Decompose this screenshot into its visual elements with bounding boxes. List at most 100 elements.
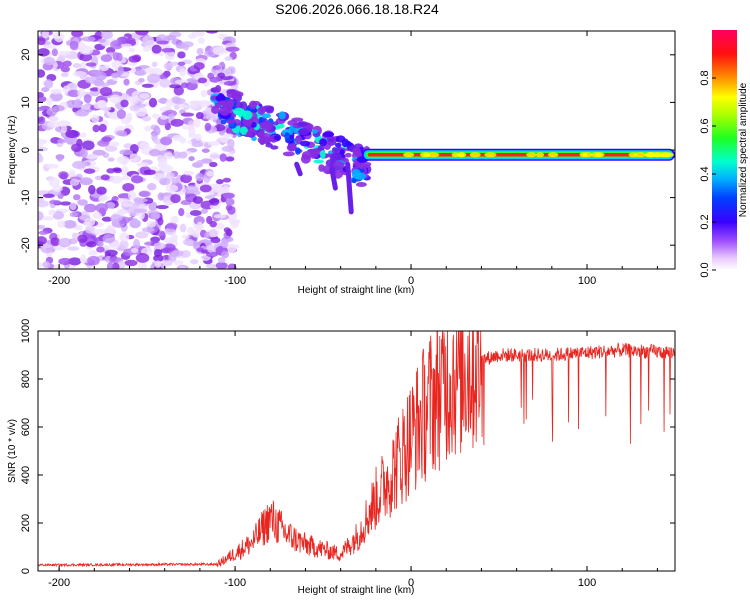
signal-blob — [290, 143, 297, 151]
noise-blob — [81, 36, 96, 42]
noise-blob — [210, 237, 221, 244]
noise-blob — [117, 198, 130, 203]
noise-blob — [38, 142, 44, 148]
noise-blob — [166, 222, 178, 230]
signal-blob — [296, 121, 309, 127]
noise-blob — [220, 250, 230, 259]
noise-blob — [214, 222, 225, 230]
noise-blob — [157, 217, 164, 226]
carrier-hotspot — [426, 152, 440, 158]
signal-blob — [334, 142, 342, 148]
noise-blob — [177, 51, 186, 59]
noise-blob — [214, 124, 226, 132]
noise-blob — [72, 194, 81, 201]
signal-blob — [256, 131, 265, 138]
noise-blob — [120, 43, 132, 48]
noise-blob — [116, 109, 126, 120]
noise-blob — [79, 177, 93, 186]
noise-blob — [138, 77, 145, 83]
signal-streak — [329, 166, 338, 191]
noise-blob — [148, 97, 158, 108]
noise-blob — [49, 92, 63, 102]
noise-blob — [171, 177, 178, 185]
noise-blob — [56, 154, 63, 162]
noise-blob — [133, 197, 143, 204]
y-tick-label: 600 — [20, 418, 32, 436]
noise-blob — [120, 166, 129, 176]
noise-blob — [142, 45, 152, 52]
noise-blob — [43, 57, 56, 66]
noise-blob — [180, 250, 191, 258]
noise-blob — [207, 244, 214, 253]
noise-blob — [53, 32, 65, 43]
noise-blob — [138, 261, 147, 269]
noise-blob — [134, 69, 147, 76]
noise-blob — [221, 145, 235, 152]
noise-blob — [178, 151, 188, 159]
carrier-hotspot — [403, 152, 415, 158]
noise-blob — [112, 51, 120, 61]
noise-blob — [197, 77, 208, 84]
carrier-hotspot — [469, 152, 481, 158]
noise-blob — [72, 63, 82, 69]
noise-blob — [110, 241, 120, 250]
noise-blob — [204, 195, 216, 200]
noise-blob — [58, 171, 69, 180]
noise-blob — [205, 31, 219, 34]
noise-blob — [72, 160, 87, 170]
noise-blob — [182, 238, 194, 246]
colorbar-label: Normalized spectral amplitude — [738, 82, 749, 217]
noise-blob — [125, 112, 133, 123]
noise-blob — [195, 111, 204, 120]
noise-blob — [78, 41, 86, 52]
noise-blob — [109, 214, 123, 222]
noise-blob — [149, 148, 161, 157]
carrier-hotspot — [535, 152, 545, 158]
noise-blob — [193, 118, 201, 128]
noise-blob — [180, 82, 189, 88]
noise-blob — [38, 115, 46, 125]
x-tick-label: -100 — [224, 577, 246, 589]
signal-blob — [278, 111, 286, 120]
noise-blob — [215, 179, 224, 185]
noise-blob — [212, 46, 226, 56]
noise-blob — [133, 208, 148, 213]
noise-blob — [213, 214, 226, 219]
noise-blob — [192, 196, 204, 204]
noise-blob — [142, 35, 155, 46]
colorbar-gradient — [712, 30, 737, 270]
noise-blob — [109, 175, 123, 184]
noise-blob — [92, 124, 100, 133]
noise-blob — [60, 66, 71, 73]
noise-blob — [163, 152, 174, 160]
noise-blob — [121, 202, 132, 208]
noise-blob — [225, 244, 237, 253]
noise-blob — [212, 65, 222, 71]
noise-blob — [160, 136, 173, 146]
noise-blob — [182, 43, 190, 51]
noise-blob — [93, 228, 107, 235]
noise-blob — [209, 204, 220, 210]
noise-blob — [143, 169, 156, 175]
colorbar-tick-label: 0.0 — [699, 262, 711, 277]
noise-blob — [109, 94, 121, 104]
noise-blob — [57, 120, 71, 127]
noise-blob — [40, 244, 53, 249]
carrier-hotspot — [423, 152, 431, 158]
noise-blob — [196, 221, 203, 230]
snr-plot-area — [38, 331, 675, 568]
noise-blob — [92, 149, 106, 156]
noise-blob — [83, 94, 92, 104]
carrier-hotspot — [657, 152, 671, 158]
noise-blob — [194, 133, 202, 141]
noise-blob — [71, 31, 84, 38]
noise-blob — [187, 120, 195, 127]
noise-blob — [138, 191, 150, 198]
noise-blob — [95, 71, 107, 81]
noise-blob — [119, 149, 133, 156]
noise-blob — [170, 193, 181, 204]
noise-blob — [135, 253, 150, 263]
noise-blob — [106, 224, 115, 235]
noise-blob — [123, 78, 130, 86]
